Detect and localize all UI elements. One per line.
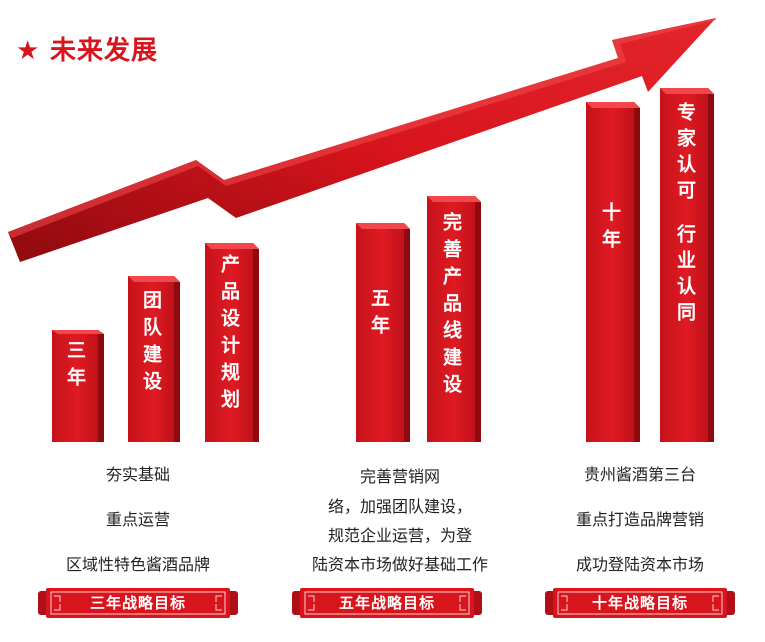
col3-line-3: 成功登陆资本市场 [575, 555, 704, 574]
col2-line-4: 陆资本市场做好基础工作 [311, 555, 488, 574]
banner-label-1: 三年战略目标 [89, 594, 186, 612]
bar-6 [586, 102, 640, 442]
banner-ten-year: 十年战略目标 [545, 587, 735, 619]
bar-7 [660, 88, 714, 442]
col2-line-3: 规范企业运营，为登 [327, 526, 472, 545]
bar-label-2: 团队建设 [140, 290, 162, 398]
col1-line-2: 重点运营 [105, 510, 170, 529]
growth-arrow [8, 18, 716, 262]
bar-3 [205, 243, 259, 442]
col3-line-1: 贵州酱酒第三台 [583, 465, 696, 484]
banner-label-2: 五年战略目标 [338, 594, 435, 612]
col1-line-3: 区域性特色酱酒品牌 [65, 555, 210, 574]
col2-line-2: 络，加强团队建设， [327, 497, 472, 516]
bar-label-7a: 专家认可 [674, 102, 696, 206]
banner-label-3: 十年战略目标 [591, 594, 688, 612]
bar-1 [52, 330, 104, 442]
bar-label-1: 三年 [64, 340, 86, 394]
banner-three-year: 三年战略目标 [38, 587, 238, 619]
banner-five-year: 五年战略目标 [292, 587, 482, 619]
scroll-banner-icon [38, 588, 238, 618]
scroll-banner-icon [292, 588, 482, 618]
bar-label-6: 十年 [599, 202, 621, 256]
bar-4 [356, 223, 410, 442]
col1-line-1: 夯实基础 [105, 465, 170, 484]
bar-label-5: 完善产品线建设 [440, 212, 462, 401]
bar-2 [128, 276, 180, 442]
col2-line-1: 完善营销网 [359, 467, 440, 486]
scroll-banner-icon [545, 588, 735, 618]
bar-label-4: 五年 [368, 288, 390, 342]
bar-label-3: 产品设计规划 [218, 254, 240, 416]
bar-5 [427, 196, 481, 442]
page-title: 未来发展 [50, 36, 159, 66]
bar-label-7b: 行业认同 [674, 224, 696, 328]
star-icon: ★ [16, 36, 40, 66]
col3-line-2: 重点打造品牌营销 [575, 510, 704, 529]
